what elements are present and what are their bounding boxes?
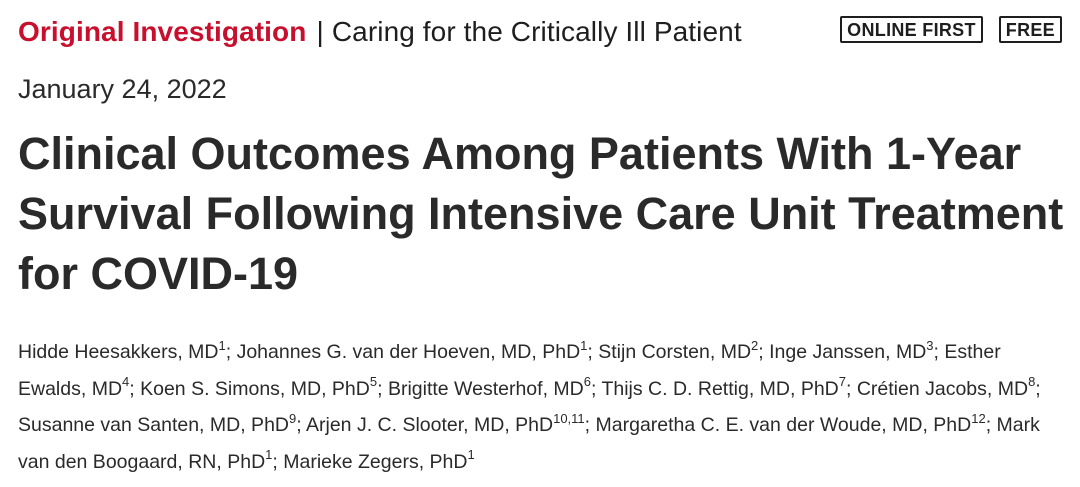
affiliation-number: 10,11 bbox=[553, 410, 585, 426]
affiliation-number: 7 bbox=[838, 374, 846, 389]
article-type-link[interactable]: Original Investigation bbox=[18, 16, 307, 47]
author-name[interactable]: Stijn Corsten, MD bbox=[598, 341, 752, 363]
author[interactable]: Susanne van Santen, MD, PhD9 bbox=[18, 410, 297, 437]
author[interactable]: Arjen J. C. Slooter, MD, PhD10,11 bbox=[306, 410, 585, 437]
article-title: Clinical Outcomes Among Patients With 1-… bbox=[18, 128, 1064, 299]
author-name[interactable]: Margaretha C. E. van der Woude, MD, PhD bbox=[595, 414, 972, 436]
author-name[interactable]: Arjen J. C. Slooter, MD, PhD bbox=[306, 414, 554, 436]
affiliation-number: 1 bbox=[265, 447, 273, 462]
affiliation-number: 4 bbox=[122, 374, 130, 389]
author-separator: ; bbox=[296, 414, 306, 436]
affiliation-number: 6 bbox=[583, 374, 591, 389]
topic-link[interactable]: Caring for the Critically Ill Patient bbox=[331, 16, 742, 47]
online-first-badge: ONLINE FIRST bbox=[840, 15, 983, 43]
author-list: Hidde Heesakkers, MD1; Johannes G. van d… bbox=[18, 334, 1068, 480]
author[interactable]: Johannes G. van der Hoeven, MD, PhD1 bbox=[236, 337, 588, 364]
author-name[interactable]: Esther Ewalds, MD bbox=[18, 341, 1001, 400]
author-name[interactable]: Hidde Heesakkers, MD bbox=[18, 341, 219, 363]
author[interactable]: Thijs C. D. Rettig, MD, PhD7 bbox=[601, 375, 846, 400]
affiliation-number: 3 bbox=[926, 337, 934, 353]
author-name[interactable]: Koen S. Simons, MD, PhD bbox=[140, 377, 370, 400]
author-name[interactable]: Thijs C. D. Rettig, MD, PhD bbox=[601, 377, 839, 400]
author[interactable]: Stijn Corsten, MD2 bbox=[598, 337, 759, 364]
author-name[interactable]: Brigitte Westerhof, MD bbox=[387, 377, 584, 400]
author[interactable]: Margaretha C. E. van der Woude, MD, PhD1… bbox=[595, 410, 986, 437]
author-name[interactable]: Inge Janssen, MD bbox=[769, 341, 927, 363]
author-separator: ; bbox=[225, 341, 237, 363]
author-name[interactable]: Crétien Jacobs, MD bbox=[856, 377, 1029, 400]
author-name[interactable]: Mark van den Boogaard, RN, PhD bbox=[18, 414, 1040, 473]
affiliation-number: 5 bbox=[369, 374, 378, 389]
author-name[interactable]: Johannes G. van der Hoeven, MD, PhD bbox=[236, 341, 581, 363]
badge-group: ONLINE FIRST FREE bbox=[840, 15, 1062, 43]
publication-date: January 24, 2022 bbox=[18, 74, 227, 104]
author-separator: ; bbox=[590, 377, 602, 400]
section-line: Original Investigation | Caring for the Cr… bbox=[18, 12, 742, 52]
affiliation-number: 8 bbox=[1028, 374, 1036, 389]
author[interactable]: Inge Janssen, MD3 bbox=[769, 337, 934, 364]
author[interactable]: Koen S. Simons, MD, PhD5 bbox=[140, 375, 377, 400]
author-name[interactable]: Marieke Zegers, PhD bbox=[283, 450, 468, 473]
author-separator: ; bbox=[758, 341, 770, 363]
affiliation-number: 12 bbox=[971, 410, 986, 426]
section-separator: | bbox=[316, 16, 324, 47]
affiliation-number: 1 bbox=[467, 447, 475, 462]
author-separator: ; bbox=[377, 377, 388, 400]
author[interactable]: Esther Ewalds, MD4 bbox=[18, 341, 1001, 400]
author-separator: ; bbox=[584, 414, 596, 436]
affiliation-number: 1 bbox=[580, 337, 588, 353]
affiliation-number: 2 bbox=[751, 337, 759, 353]
article-header: Original Investigation | Caring for the Cr… bbox=[18, 12, 1062, 52]
author[interactable]: Brigitte Westerhof, MD6 bbox=[387, 375, 591, 400]
author-separator: ; bbox=[129, 377, 141, 400]
author[interactable]: Mark van den Boogaard, RN, PhD1 bbox=[18, 414, 1040, 473]
author[interactable]: Crétien Jacobs, MD8 bbox=[856, 375, 1035, 400]
author-separator: ; bbox=[1035, 377, 1041, 400]
author-separator: ; bbox=[587, 341, 599, 363]
free-badge: FREE bbox=[998, 15, 1062, 43]
author-separator: ; bbox=[272, 450, 284, 473]
author-separator: ; bbox=[845, 377, 857, 400]
author[interactable]: Hidde Heesakkers, MD1 bbox=[18, 337, 226, 364]
author[interactable]: Marieke Zegers, PhD1 bbox=[283, 448, 474, 473]
affiliation-number: 9 bbox=[289, 410, 297, 426]
author-separator: ; bbox=[985, 414, 997, 436]
affiliation-number: 1 bbox=[218, 337, 226, 353]
author-name[interactable]: Susanne van Santen, MD, PhD bbox=[18, 414, 289, 436]
author-separator: ; bbox=[933, 341, 945, 363]
